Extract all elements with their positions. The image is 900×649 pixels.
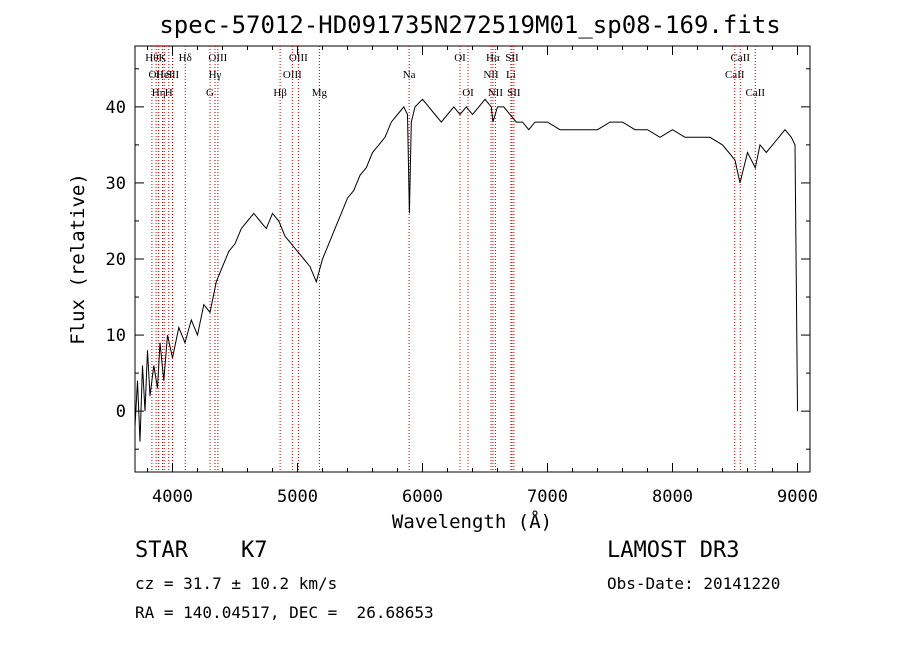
line-marker-label: OIII — [283, 69, 302, 81]
spectrum-line — [134, 98, 798, 442]
line-marker-label: OI — [454, 52, 466, 64]
line-marker-label: Hθ — [145, 52, 158, 64]
x-tick-label: 7000 — [527, 487, 568, 507]
line-marker-label: Hδ — [179, 52, 192, 64]
line-marker-labels: Hθ OII Hη K HeI H SII Hδ G Hγ OIII Hβ OIII OIII Mg Na OI… — [145, 52, 765, 99]
line-marker-label: Hη — [152, 87, 166, 99]
survey-name: LAMOST DR3 — [607, 538, 740, 563]
chart-title: spec-57012-HD091735N272519M01_sp08-169.f… — [159, 11, 780, 39]
x-axis: 4000 5000 6000 7000 8000 9000 — [147, 46, 818, 507]
line-marker-label: CaII — [730, 52, 750, 64]
line-marker-label: OII — [148, 69, 164, 81]
ra-dec-coordinates: RA = 140.04517, DEC = 26.68653 — [135, 603, 434, 622]
x-axis-label: Wavelength (Å) — [392, 510, 552, 533]
x-tick-label: 5000 — [277, 487, 318, 507]
line-marker-label: OIII — [208, 52, 227, 64]
plot-frame — [134, 45, 811, 473]
line-marker-label: NII — [483, 69, 499, 81]
y-axis-label: Flux (relative) — [67, 173, 89, 345]
line-marker-label: Hα — [486, 52, 500, 64]
redshift-cz: cz = 31.7 ± 10.2 km/s — [135, 574, 338, 593]
line-marker-label: CaII — [745, 87, 765, 99]
x-tick-label: 6000 — [402, 487, 443, 507]
line-marker-label: HeI — [156, 69, 173, 81]
object-class: STAR K7 — [135, 538, 268, 563]
line-marker-label: Na — [403, 69, 416, 81]
line-marker-label: H — [165, 87, 173, 99]
line-marker-label: SII — [507, 87, 521, 99]
line-marker-label: NII — [488, 87, 504, 99]
line-marker-label: K — [159, 52, 167, 64]
line-marker-label: Mg — [312, 87, 328, 99]
line-marker-label: SII — [505, 52, 519, 64]
line-markers — [151, 46, 756, 472]
y-tick-label: 10 — [106, 326, 126, 346]
y-tick-label: 20 — [106, 250, 126, 270]
line-marker-label: SII — [166, 69, 180, 81]
observation-date: Obs-Date: 20141220 — [607, 574, 781, 593]
line-marker-label: CaII — [725, 69, 745, 81]
line-marker-label: OI — [462, 87, 474, 99]
line-marker-label: G — [206, 87, 214, 99]
y-tick-label: 40 — [106, 98, 126, 118]
line-marker-label: Hβ — [273, 87, 287, 99]
x-tick-label: 8000 — [652, 487, 693, 507]
y-tick-label: 0 — [116, 402, 126, 422]
x-tick-label: 9000 — [777, 487, 818, 507]
x-tick-label: 4000 — [152, 487, 193, 507]
line-marker-label: Hγ — [209, 69, 222, 81]
y-tick-label: 30 — [106, 174, 126, 194]
y-axis: 0 10 20 30 40 — [106, 68, 810, 450]
line-marker-label: Li — [506, 69, 516, 81]
line-marker-label: OIII — [289, 52, 308, 64]
